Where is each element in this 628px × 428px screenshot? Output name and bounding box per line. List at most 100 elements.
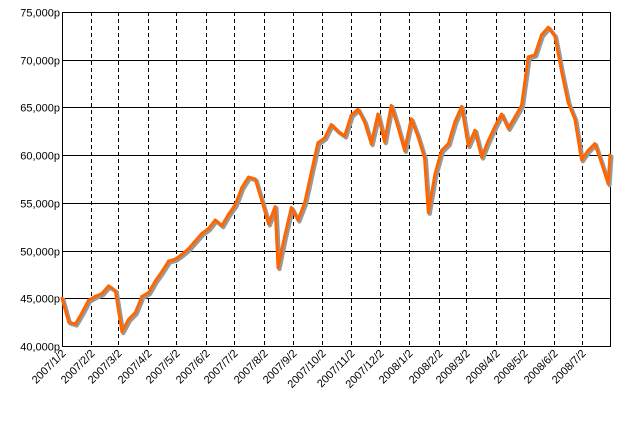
data-point (433, 172, 437, 176)
data-point (127, 317, 131, 321)
data-point (343, 134, 347, 138)
y-axis-tick-labels: 40,000p 45,000p 50,000p 55,000p 60,000p 65,00… (20, 8, 60, 354)
data-point (480, 155, 484, 159)
data-point (267, 222, 270, 226)
data-point (289, 206, 293, 210)
data-point (466, 144, 470, 148)
data-point (220, 224, 224, 228)
data-point (349, 113, 353, 117)
data-point (566, 101, 570, 105)
data-point (187, 247, 190, 251)
data-point (193, 239, 197, 243)
data-point (140, 294, 144, 298)
data-point (369, 142, 373, 146)
y-tick-label: 70,000p (20, 56, 60, 68)
data-point (309, 170, 313, 174)
data-point (296, 218, 300, 222)
data-point (608, 153, 612, 157)
data-point (493, 125, 497, 128)
y-tick-label: 45,000p (20, 294, 60, 306)
y-tick-label: 40,000p (20, 342, 60, 354)
y-tick-label: 55,000p (20, 199, 60, 211)
data-point (80, 311, 84, 315)
data-point (100, 292, 104, 295)
data-point (383, 140, 386, 144)
data-point (573, 117, 577, 121)
data-point (303, 201, 307, 205)
data-point (513, 115, 517, 119)
data-point (273, 205, 277, 209)
data-point (403, 148, 406, 152)
data-point (526, 55, 530, 59)
data-point (67, 320, 71, 324)
horizontal-gridlines (62, 60, 610, 299)
data-point (363, 120, 366, 124)
data-point (540, 33, 543, 37)
data-point (207, 227, 210, 231)
data-point (173, 257, 177, 261)
data-point (606, 182, 610, 186)
data-point (520, 104, 523, 107)
data-point (73, 322, 77, 326)
data-point (580, 158, 583, 162)
data-point (253, 177, 257, 181)
data-point (329, 123, 333, 127)
data-point (276, 266, 280, 270)
data-point (560, 69, 563, 73)
data-point (506, 126, 510, 130)
data-point (336, 129, 340, 133)
data-point (533, 53, 537, 57)
data-point (113, 289, 117, 293)
y-tick-label: 50,000p (20, 247, 60, 259)
data-point (316, 141, 320, 145)
data-point (153, 279, 157, 283)
data-point (133, 311, 137, 315)
data-point (167, 259, 171, 263)
data-point (323, 136, 327, 140)
data-point (389, 104, 393, 107)
data-point (409, 117, 413, 121)
data-point (593, 142, 597, 146)
data-point (446, 142, 450, 146)
data-point (473, 128, 477, 132)
data-point (423, 156, 426, 160)
data-point (453, 120, 457, 124)
data-point (180, 252, 184, 256)
data-point (247, 175, 250, 179)
data-point (356, 107, 360, 111)
y-tick-label: 75,000p (20, 8, 60, 20)
data-point (147, 291, 151, 295)
y-tick-label: 65,000p (20, 103, 60, 115)
data-point (60, 296, 64, 300)
data-point (87, 298, 91, 302)
data-point (500, 112, 503, 116)
price-series-shadow (61, 26, 614, 336)
data-point (260, 199, 264, 203)
y-tick-label: 60,000p (20, 151, 60, 163)
data-point (160, 270, 164, 274)
data-point (396, 125, 400, 128)
data-point (546, 25, 550, 29)
price-series-points (60, 25, 612, 334)
data-point (586, 148, 590, 152)
data-point (93, 294, 97, 298)
data-point (120, 330, 124, 334)
data-point (460, 105, 464, 108)
data-point (107, 284, 111, 288)
data-point (200, 231, 204, 235)
data-point (233, 203, 237, 207)
data-point (376, 112, 380, 116)
data-point (486, 139, 490, 143)
data-point (283, 234, 287, 238)
x-axis-tick-labels: 2007/1/22007/2/22007/3/22007/4/22007/5/2… (30, 348, 589, 391)
data-point (599, 161, 603, 165)
data-point (416, 134, 420, 138)
data-point (553, 34, 557, 38)
vertical-gridlines (91, 12, 583, 346)
data-point (240, 186, 244, 190)
data-point (213, 218, 217, 222)
data-point (426, 210, 430, 214)
data-point (227, 212, 230, 216)
data-point (440, 148, 444, 152)
